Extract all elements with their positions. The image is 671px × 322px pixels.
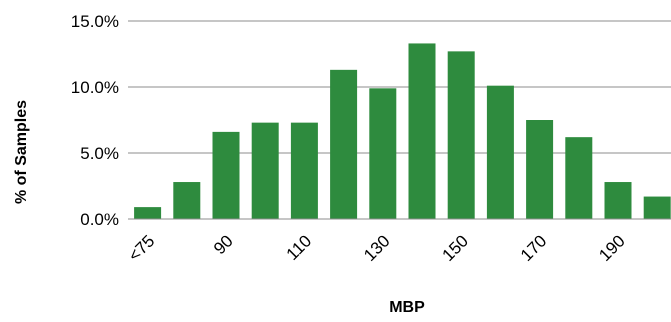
- bar: [604, 182, 632, 219]
- x-tick-labels: <75 90 110 130 150 170 190: [125, 231, 629, 265]
- bar: [251, 122, 279, 219]
- bar: [486, 85, 514, 220]
- bar: [134, 207, 162, 219]
- bar: [447, 51, 475, 219]
- y-tick-label: 15.0%: [71, 12, 119, 31]
- x-tick-label: 130: [360, 231, 393, 264]
- bar: [173, 182, 201, 219]
- bars: [134, 43, 671, 220]
- bar: [330, 69, 358, 219]
- y-tick-labels: 0.0% 5.0% 10.0% 15.0%: [71, 12, 119, 229]
- bar: [408, 43, 436, 219]
- x-tick-label: <75: [125, 231, 159, 265]
- bar: [565, 137, 593, 219]
- x-tick-label: 190: [595, 231, 628, 264]
- bar: [643, 196, 671, 219]
- bar: [290, 122, 318, 219]
- y-tick-label: 5.0%: [80, 144, 119, 163]
- bar: [212, 131, 240, 219]
- y-axis-title: % of Samples: [13, 100, 30, 204]
- x-axis-title: MBP: [389, 299, 425, 316]
- x-tick-label: 110: [283, 231, 316, 264]
- y-tick-label: 10.0%: [71, 78, 119, 97]
- bar: [369, 88, 397, 219]
- x-tick-label: 170: [517, 231, 550, 264]
- bar: [526, 120, 554, 219]
- x-tick-label: 150: [439, 231, 472, 264]
- y-tick-label: 0.0%: [80, 210, 119, 229]
- gridlines: [128, 20, 671, 154]
- x-tick-label: 90: [210, 231, 237, 258]
